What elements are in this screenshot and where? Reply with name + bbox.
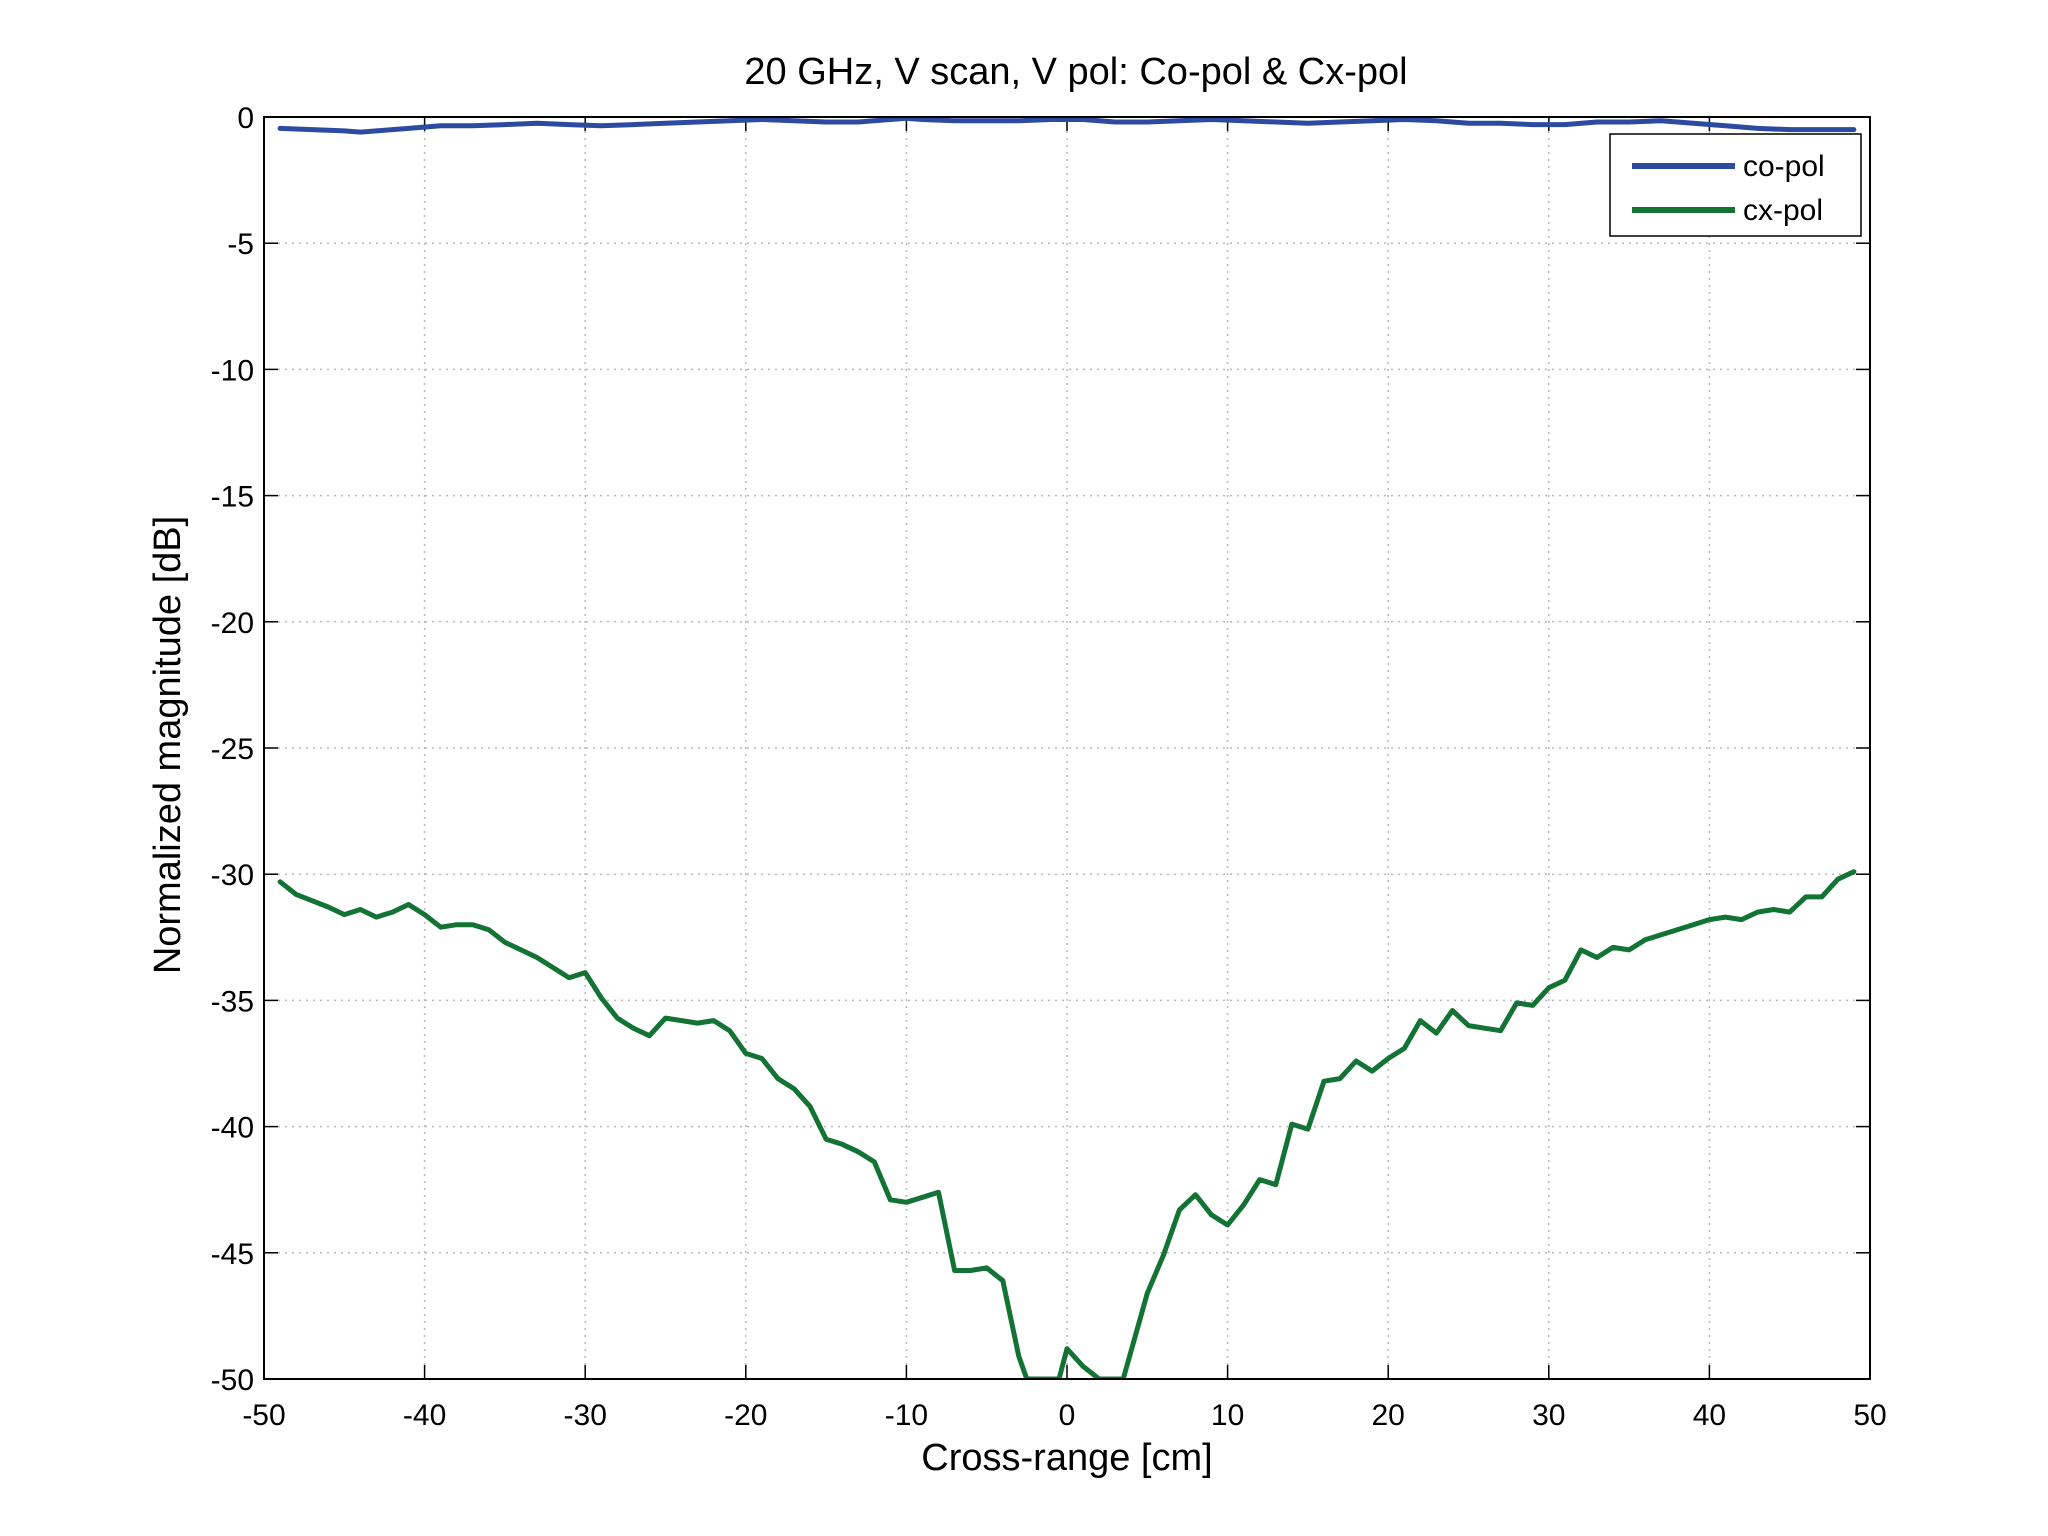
y-tick-label: -45 [211, 1238, 254, 1271]
x-tick-label: -40 [403, 1399, 446, 1432]
y-tick-label: 0 [237, 102, 254, 135]
x-tick-label: 0 [1059, 1399, 1076, 1432]
x-tick-label: 40 [1693, 1399, 1726, 1432]
y-tick-label: -50 [211, 1364, 254, 1397]
legend[interactable]: co-pol cx-pol [1609, 133, 1862, 237]
y-tick-labels: 0 -5 -10 -15 -20 -25 -30 -35 -40 -45 -50 [211, 102, 254, 1397]
gridlines [264, 117, 1870, 1379]
y-tick-label: -40 [211, 1112, 254, 1145]
y-tick-label: -15 [211, 481, 254, 514]
x-tick-label: -10 [885, 1399, 928, 1432]
x-tick-label: 20 [1372, 1399, 1405, 1432]
x-tick-label: -20 [724, 1399, 767, 1432]
y-tick-label: -5 [227, 228, 254, 261]
plot-area-frame [263, 116, 1871, 1380]
y-tick-label: -25 [211, 733, 254, 766]
co-pol-legend-label: co-pol [1743, 150, 1825, 183]
x-tick-labels: -50 -40 -30 -20 -10 0 10 20 30 40 50 [242, 1399, 1886, 1432]
x-tick-label: -30 [564, 1399, 607, 1432]
x-tick-label: -50 [242, 1399, 285, 1432]
plot-lines [277, 117, 1857, 1379]
cx-pol-line [277, 869, 1857, 1379]
chart-title: 20 GHz, V scan, V pol: Co-pol & Cx-pol [744, 51, 1407, 93]
y-axis-label: Normalized magnitude [dB] [147, 516, 189, 974]
legend-box [1609, 133, 1862, 237]
cx-pol-legend-label: cx-pol [1743, 194, 1823, 227]
x-tick-label: 10 [1211, 1399, 1244, 1432]
x-axis-label: Cross-range [cm] [921, 1437, 1212, 1479]
x-tick-label: 30 [1532, 1399, 1565, 1432]
y-tick-label: -30 [211, 859, 254, 892]
y-tick-label: -10 [211, 354, 254, 387]
co-pol-line [277, 117, 1857, 135]
y-tick-label: -20 [211, 607, 254, 640]
y-tick-label: -35 [211, 985, 254, 1018]
x-tick-label: 50 [1853, 1399, 1886, 1432]
